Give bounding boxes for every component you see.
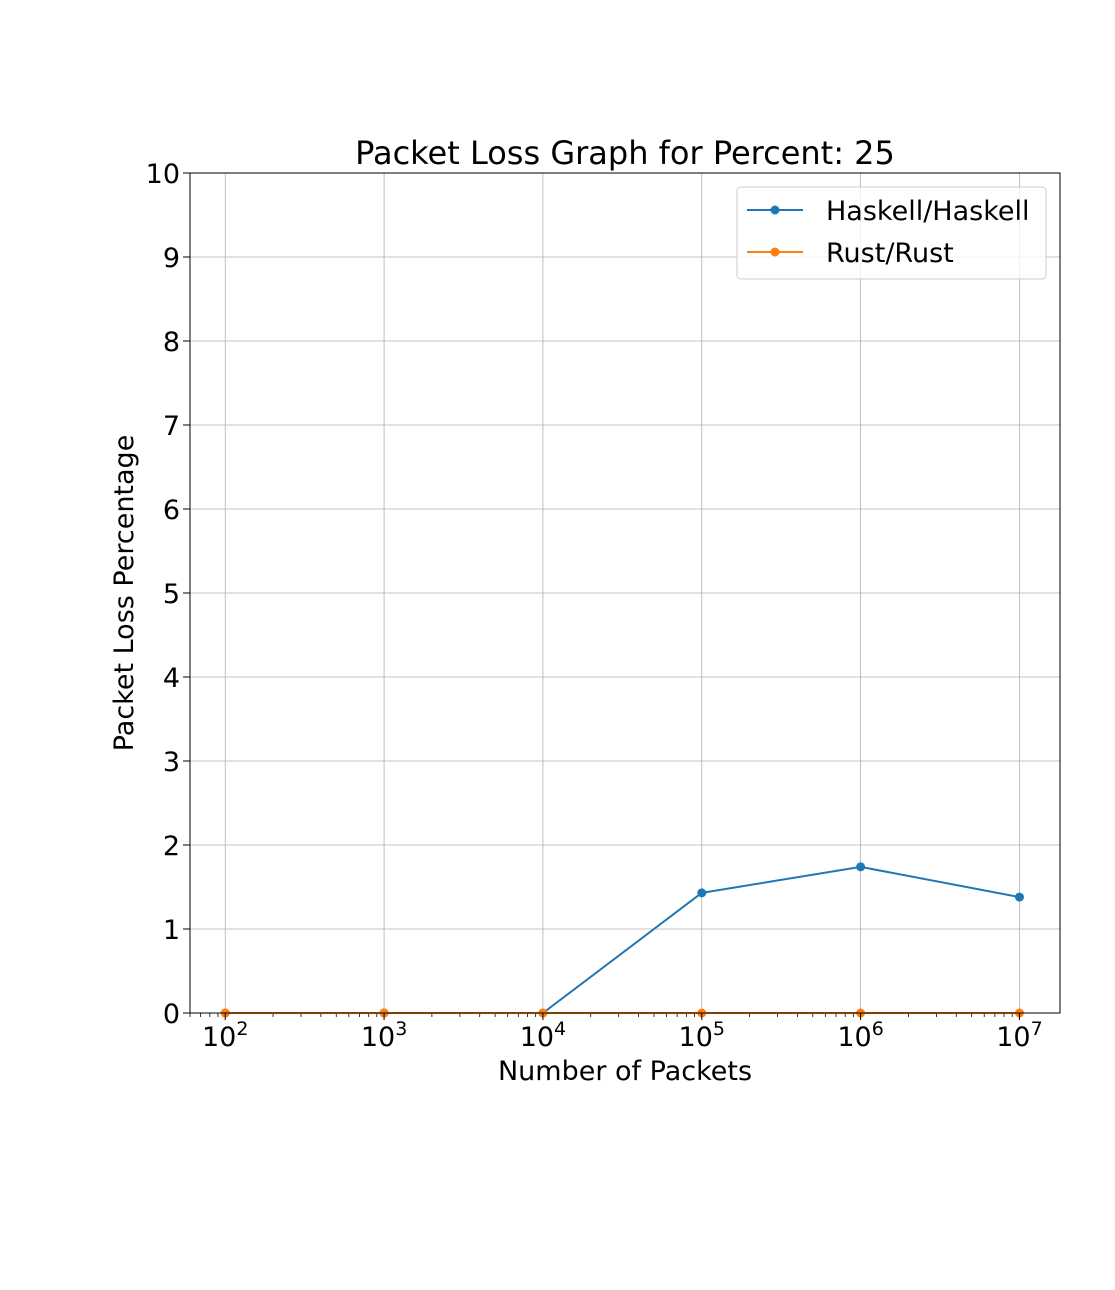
legend: Haskell/Haskell Rust/Rust: [736, 186, 1047, 280]
y-tick-label: 7: [163, 411, 180, 442]
y-tick-label: 2: [163, 831, 180, 862]
y-tick-label: 1: [163, 915, 180, 946]
x-axis-label: Number of Packets: [498, 1056, 752, 1087]
x-tick-label: 104: [520, 1018, 566, 1053]
x-tick-label: 106: [837, 1018, 883, 1053]
series-1-point: [1014, 892, 1024, 902]
y-tick-label: 4: [163, 663, 180, 694]
chart-title: Packet Loss Graph for Percent: 25: [355, 134, 895, 172]
y-tick-label: 0: [163, 999, 180, 1030]
legend-marker-1: [770, 205, 780, 215]
legend-marker-2: [770, 247, 780, 257]
y-tick-label: 8: [163, 327, 180, 358]
y-tick-label: 3: [163, 747, 180, 778]
y-axis-label: Packet Loss Percentage: [109, 435, 140, 752]
x-tick-label: 103: [361, 1018, 407, 1053]
x-tick-label: 102: [202, 1018, 248, 1053]
y-tick-label: 9: [163, 243, 180, 274]
series-1-point: [697, 888, 707, 898]
legend-label-2: Rust/Rust: [826, 238, 954, 269]
series-1-point: [856, 862, 866, 872]
x-tick-label: 105: [679, 1018, 725, 1053]
legend-box: [736, 186, 1047, 280]
y-tick-label: 6: [163, 495, 180, 526]
y-tick-label: 5: [163, 579, 180, 610]
grid: [190, 172, 1060, 1014]
y-tick-label: 10: [146, 159, 180, 190]
legend-label-1: Haskell/Haskell: [826, 196, 1030, 227]
axis-ticks: 102 103 104 105 106 107 0 1 2 3 4 5 6 7 8 9 10: [146, 159, 1043, 1053]
x-tick-label: 107: [996, 1018, 1042, 1053]
